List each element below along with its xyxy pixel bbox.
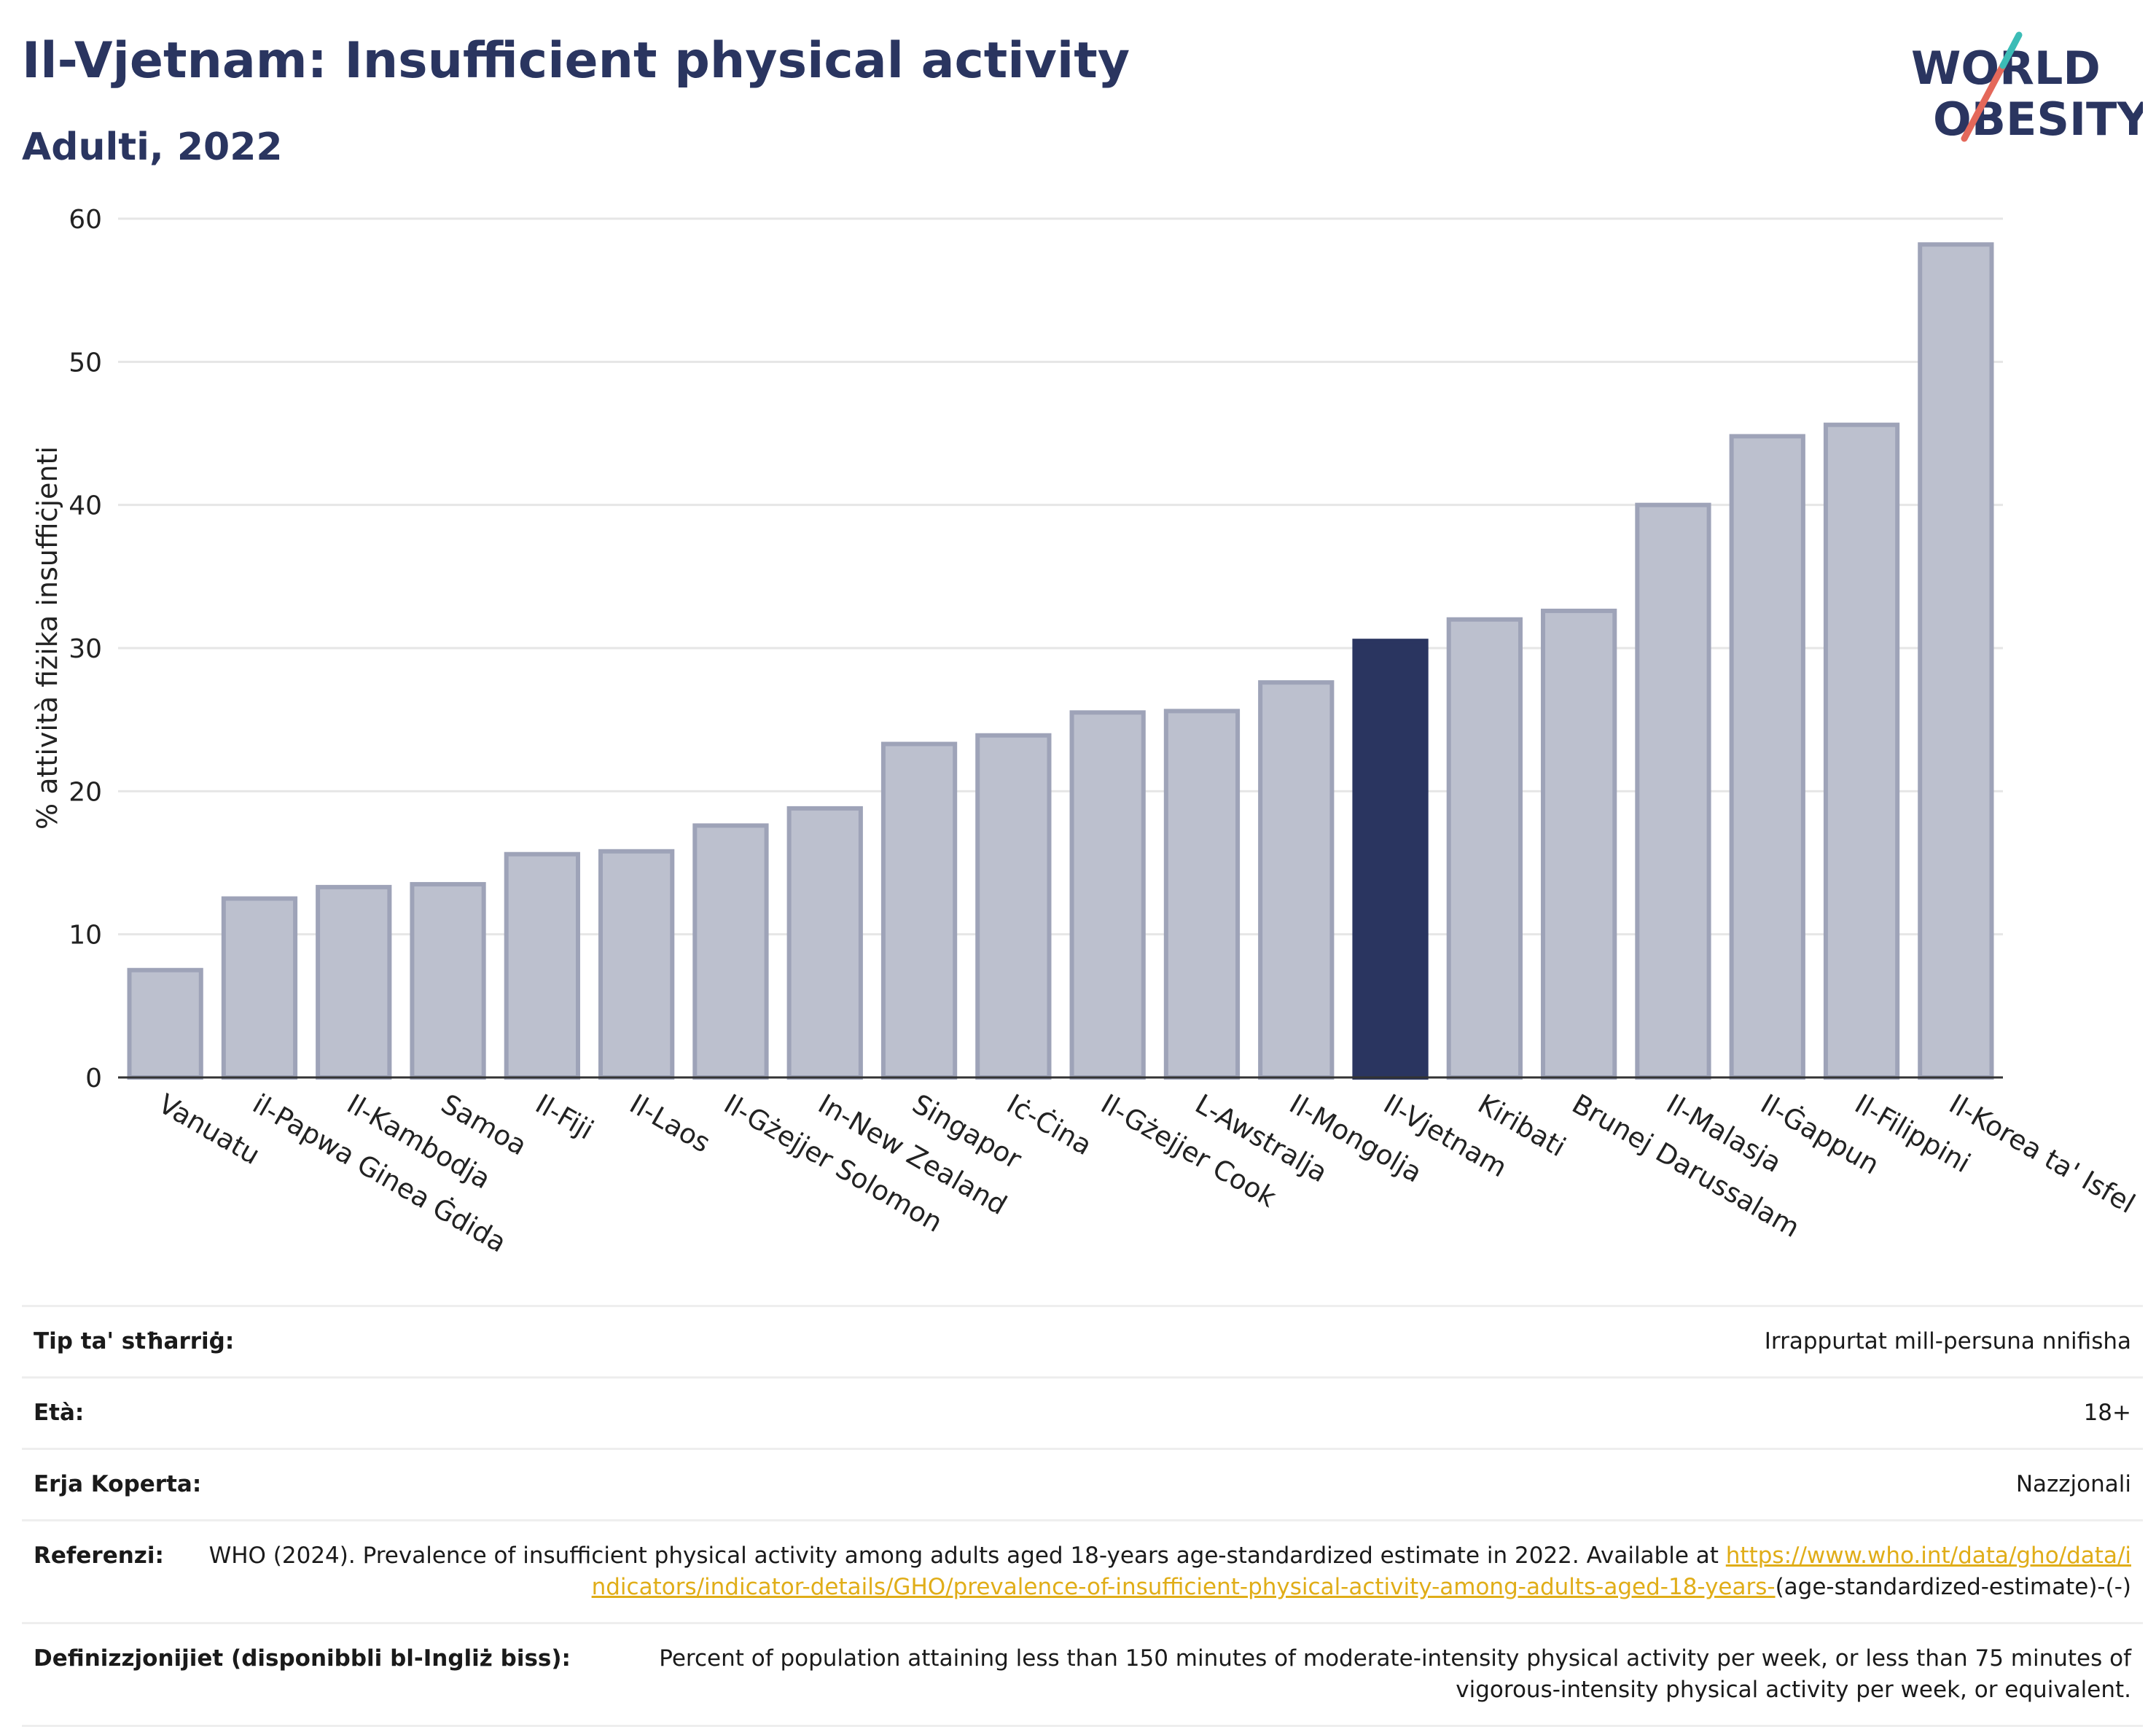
- bars: [127, 242, 1994, 1080]
- references-value: WHO (2024). Prevalence of insufficient p…: [208, 1540, 2131, 1603]
- bar: [1918, 242, 1994, 1080]
- world-obesity-logo: WORLD OBESITY: [1911, 31, 2143, 146]
- bar: [1729, 434, 1805, 1080]
- age-value: 18+: [2083, 1400, 2131, 1426]
- bar: [1635, 502, 1711, 1080]
- x-tick-label: Il-Fiji: [530, 1088, 598, 1146]
- info-row-survey-type: Tip ta' stħarriġ: Irrappurtat mill-persu…: [22, 1305, 2143, 1376]
- y-tick-label: 30: [69, 634, 102, 664]
- bar: [1352, 639, 1429, 1080]
- survey-type-label: Tip ta' stħarriġ:: [34, 1328, 235, 1354]
- references-text: WHO (2024). Prevalence of insufficient p…: [208, 1543, 1719, 1569]
- bar: [598, 849, 675, 1080]
- y-tick-label: 40: [69, 491, 102, 521]
- bar: [1069, 710, 1146, 1080]
- bar: [221, 896, 298, 1080]
- age-label: Età:: [34, 1400, 85, 1426]
- y-tick-label: 10: [69, 921, 102, 951]
- survey-type-value: Irrappurtat mill-persuna nnifisha: [1764, 1328, 2131, 1354]
- area-label: Erja Koperta:: [34, 1471, 202, 1497]
- y-axis-label: % attività fiżika insuffiċjenti: [31, 446, 63, 830]
- info-row-references: Referenzi: WHO (2024). Prevalence of ins…: [22, 1519, 2143, 1622]
- bar: [316, 884, 392, 1080]
- info-row-definitions: Definizzjonijiet (disponibbli bl-Ingliż …: [22, 1622, 2143, 1727]
- bar: [127, 967, 203, 1080]
- bar: [786, 806, 863, 1080]
- y-tick-label: 20: [69, 777, 102, 807]
- info-row-age: Età: 18+: [22, 1376, 2143, 1448]
- area-value: Nazzjonali: [2015, 1471, 2131, 1497]
- page-subtitle: Adulti, 2022: [22, 125, 283, 169]
- x-tick-label: Il-Laos: [625, 1088, 716, 1159]
- bar: [504, 851, 580, 1080]
- bar: [692, 823, 769, 1080]
- bar: [1163, 709, 1241, 1080]
- bar: [1541, 608, 1617, 1080]
- bar: [975, 733, 1052, 1080]
- definitions-value: Percent of population attaining less tha…: [659, 1645, 2131, 1703]
- references-suffix: (age-standardized-estimate)-(-): [1775, 1574, 2131, 1600]
- grid-lines: [118, 217, 2003, 936]
- x-tick-label: Vanuatu: [153, 1088, 265, 1171]
- references-label: Referenzi:: [34, 1543, 164, 1569]
- reference-link[interactable]: https://www.who.int/data/gho/data/indica…: [591, 1543, 2131, 1600]
- y-tick-label: 60: [69, 205, 102, 235]
- y-tick-label: 0: [85, 1064, 102, 1093]
- definitions-label: Definizzjonijiet (disponibbli bl-Ingliż …: [34, 1645, 571, 1672]
- logo-line1: WORLD: [1911, 42, 2101, 95]
- bar: [880, 741, 958, 1080]
- logo-slash-red: [1961, 62, 2007, 142]
- info-table: Tip ta' stħarriġ: Irrappurtat mill-persu…: [22, 1305, 2143, 1727]
- bar: [1258, 680, 1335, 1080]
- info-row-area: Erja Koperta: Nazzjonali: [22, 1448, 2143, 1519]
- bar: [1823, 422, 1900, 1080]
- logo-slash-teal: [1999, 31, 2023, 69]
- y-tick-label: 50: [69, 348, 102, 378]
- page-title: Il-Vjetnam: Insufficient physical activi…: [22, 32, 1130, 90]
- bar: [1446, 617, 1523, 1080]
- bar: [410, 881, 486, 1080]
